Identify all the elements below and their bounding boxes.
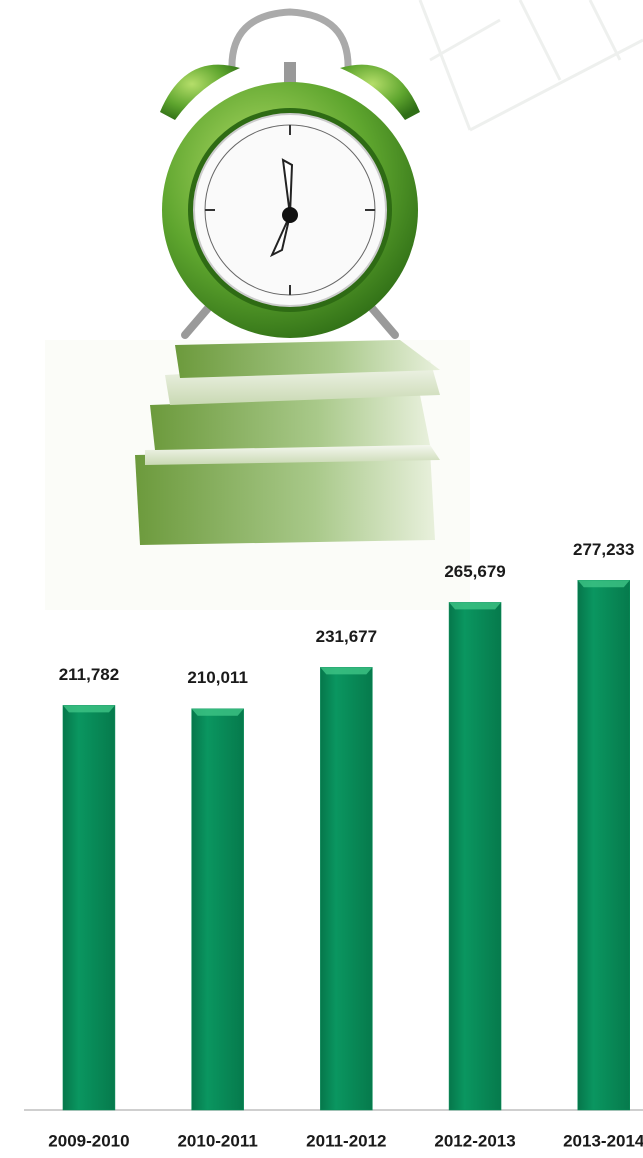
value-label: 231,677 <box>316 627 377 646</box>
value-label: 211,782 <box>59 665 120 684</box>
bar <box>192 709 244 1110</box>
bar <box>449 602 501 1110</box>
value-label: 265,679 <box>444 562 505 581</box>
bar-highlight <box>63 705 115 712</box>
books-illustration <box>45 340 470 610</box>
bar-highlight <box>449 602 501 609</box>
bar <box>63 705 115 1110</box>
x-tick-label: 2011-2012 <box>306 1131 386 1150</box>
bar <box>578 580 630 1110</box>
value-label: 277,233 <box>573 540 634 559</box>
value-label: 210,011 <box>187 668 248 687</box>
background-pattern <box>420 0 643 130</box>
bar-highlight <box>578 580 630 587</box>
bar <box>320 667 372 1110</box>
x-tick-label: 2010-2011 <box>177 1131 257 1150</box>
bar-highlight <box>192 709 244 716</box>
x-tick-label: 2012-2013 <box>434 1131 515 1150</box>
bar-highlight <box>320 667 372 674</box>
x-tick-label: 2013-2014 <box>563 1131 643 1150</box>
x-tick-label: 2009-2010 <box>48 1131 129 1150</box>
chart: 2009-2010 211,782 2010-2011 210,011 2011-201… <box>0 0 643 1158</box>
clock-illustration <box>160 12 420 338</box>
